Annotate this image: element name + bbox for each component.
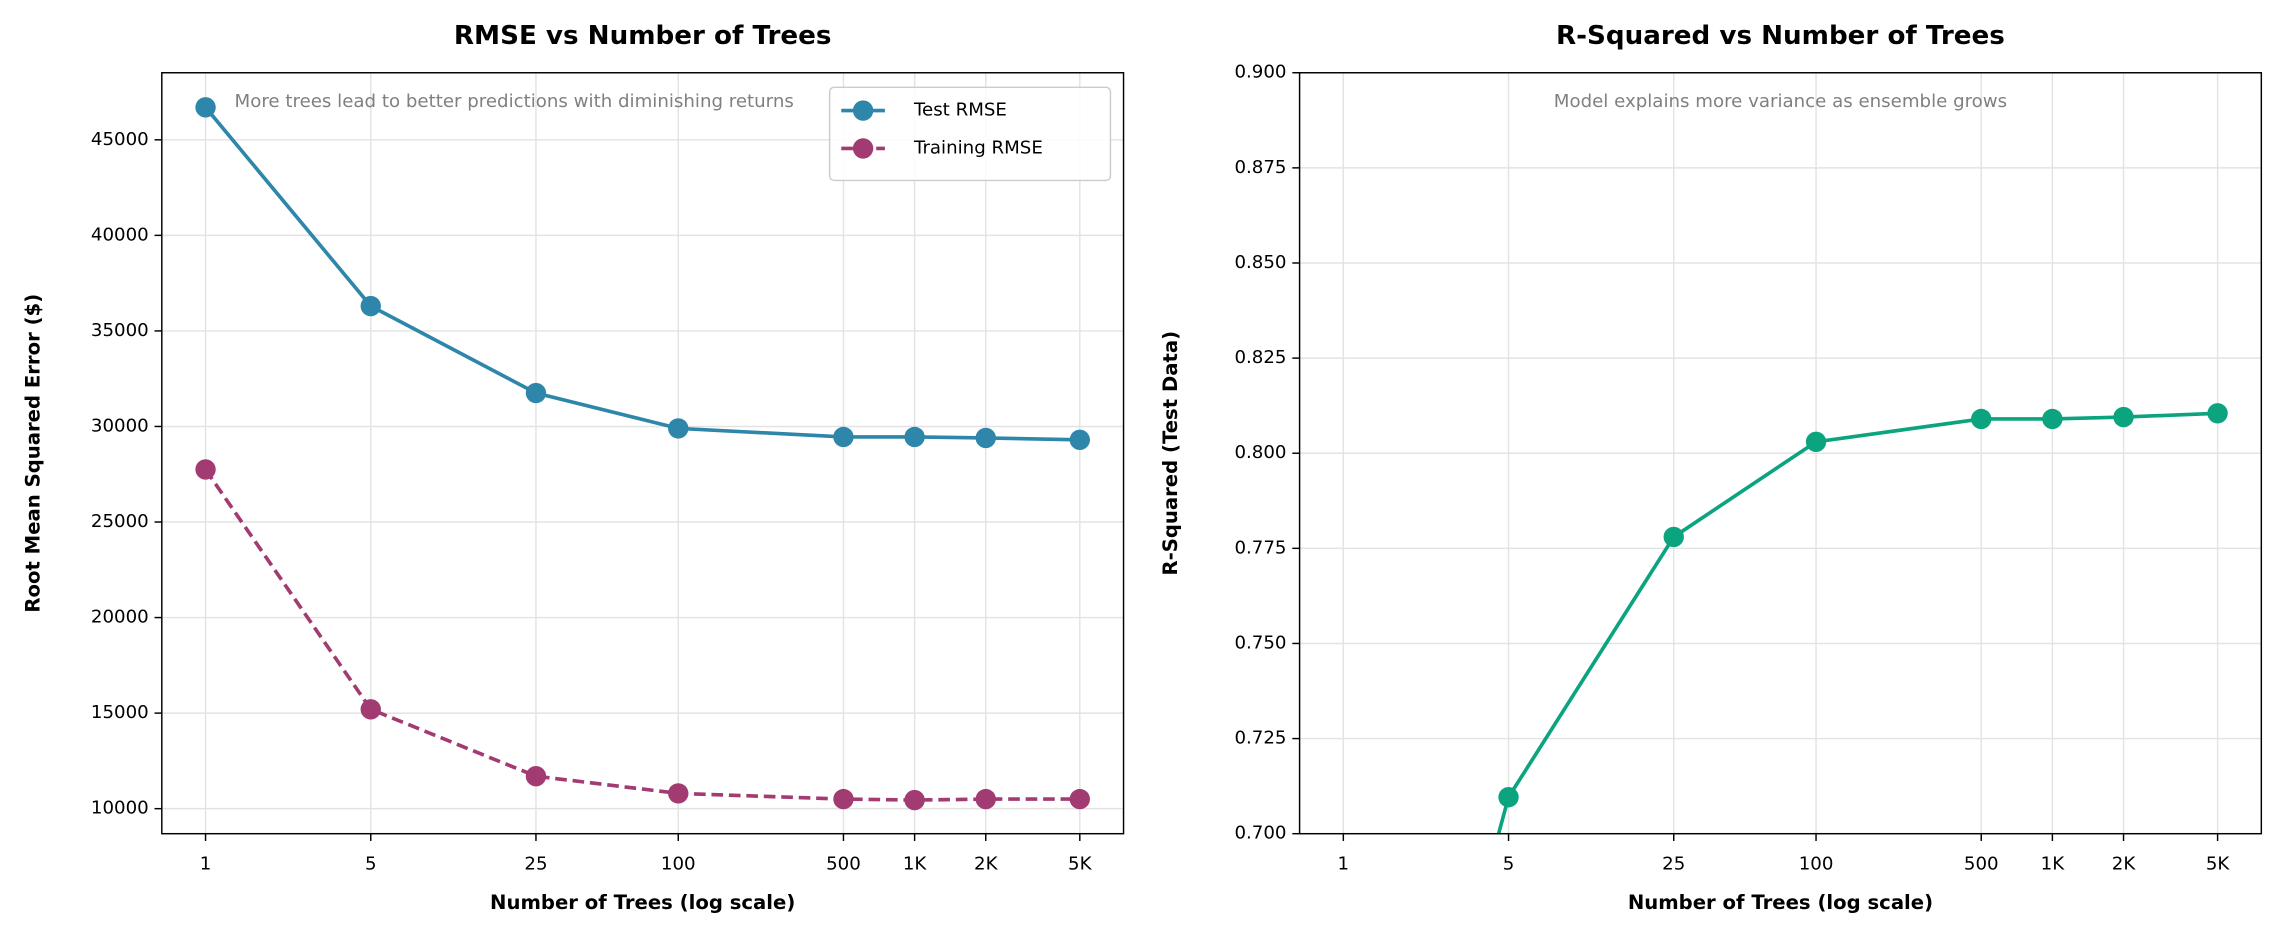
y-tick-label: 0.750 xyxy=(1234,632,1286,653)
data-point xyxy=(1069,788,1090,810)
data-point xyxy=(1498,786,1519,808)
data-point xyxy=(668,783,689,804)
x-tick-label: 1 xyxy=(200,853,212,874)
annotation: More trees lead to better predictions wi… xyxy=(235,91,794,112)
y-tick-label: 15000 xyxy=(91,702,149,723)
x-axis-label: Number of Trees (log scale) xyxy=(490,891,795,914)
legend-marker xyxy=(852,138,874,159)
data-point xyxy=(833,426,854,448)
x-tick-label: 25 xyxy=(1662,853,1685,874)
axes-frame xyxy=(161,72,1125,835)
y-tick-label: 30000 xyxy=(91,415,149,436)
x-tick-label: 500 xyxy=(826,853,861,874)
x-axis-label: Number of Trees (log scale) xyxy=(1628,891,1933,914)
data-point xyxy=(195,459,216,480)
data-point xyxy=(1069,429,1090,451)
data-point xyxy=(1805,431,1827,452)
x-tick-label: 1 xyxy=(1338,853,1350,874)
annotation: Model explains more variance as ensemble… xyxy=(1554,91,2007,112)
y-tick-label: 35000 xyxy=(91,320,149,341)
x-tick-label: 5 xyxy=(365,853,377,874)
data-point xyxy=(360,699,381,720)
data-point xyxy=(975,788,996,810)
y-tick-label: 0.850 xyxy=(1234,252,1286,273)
series-line xyxy=(204,468,1080,802)
plot-area xyxy=(1496,403,2228,834)
x-tick-label: 2K xyxy=(2112,853,2137,874)
x-tick-label: 5K xyxy=(1068,853,1093,874)
data-point xyxy=(2113,406,2134,428)
y-tick-label: 0.700 xyxy=(1234,823,1286,844)
x-tick-label: 100 xyxy=(1799,853,1834,874)
plot-area xyxy=(195,97,1090,811)
legend-box xyxy=(828,86,1112,182)
y-tick-label: 0.775 xyxy=(1234,537,1286,558)
y-tick-label: 0.900 xyxy=(1234,62,1286,83)
data-point xyxy=(1663,526,1684,548)
y-tick-label: 0.725 xyxy=(1234,728,1286,749)
x-tick-label: 100 xyxy=(661,853,696,874)
x-tick-label: 1K xyxy=(903,853,928,874)
data-point xyxy=(833,788,854,810)
y-tick-label: 25000 xyxy=(91,511,149,532)
y-tick-label: 0.875 xyxy=(1234,157,1286,178)
y-tick-label: 20000 xyxy=(91,607,149,628)
legend-label: Training RMSE xyxy=(913,137,1043,158)
data-point xyxy=(2042,408,2063,430)
data-point xyxy=(2207,403,2228,424)
y-tick-label: 0.825 xyxy=(1234,347,1286,368)
legend-label: Test RMSE xyxy=(913,100,1007,121)
y-tick-label: 10000 xyxy=(91,798,149,819)
chart-title: RMSE vs Number of Trees xyxy=(454,21,832,51)
y-axis-label: R-Squared (Test Data) xyxy=(1159,331,1182,576)
data-point xyxy=(904,426,925,448)
y-axis-label: Root Mean Squared Error ($) xyxy=(21,294,44,613)
x-tick-label: 25 xyxy=(524,853,547,874)
y-tick-label: 40000 xyxy=(91,224,149,245)
series-line xyxy=(1496,411,2218,834)
x-tick-label: 1K xyxy=(2041,853,2066,874)
data-point xyxy=(525,765,547,787)
data-point xyxy=(1971,408,1992,430)
legend-marker xyxy=(852,100,874,121)
x-tick-label: 2K xyxy=(974,853,999,874)
data-point xyxy=(195,97,216,118)
data-point xyxy=(975,427,996,449)
x-tick-label: 500 xyxy=(1964,853,1999,874)
x-tick-label: 5K xyxy=(2206,853,2231,874)
x-tick-label: 5 xyxy=(1503,853,1515,874)
data-point xyxy=(525,382,547,404)
data-point xyxy=(360,295,381,317)
data-point xyxy=(668,418,689,439)
chart-title: R-Squared vs Number of Trees xyxy=(1556,21,2005,51)
series-line xyxy=(204,106,1080,442)
axes-frame xyxy=(1298,72,2263,835)
y-tick-label: 45000 xyxy=(91,129,149,150)
y-tick-label: 0.800 xyxy=(1234,442,1286,463)
data-point xyxy=(904,789,925,811)
